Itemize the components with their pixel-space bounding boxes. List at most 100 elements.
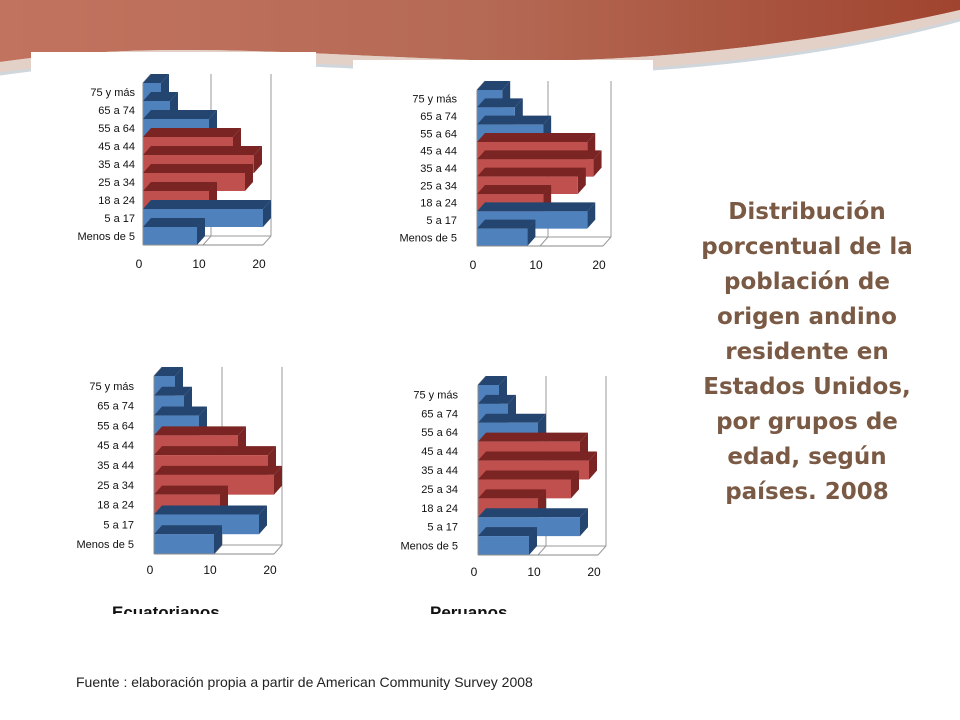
bar-top-face	[478, 394, 516, 404]
category-label: 18 a 24	[98, 195, 135, 207]
bar-top-face	[154, 426, 246, 436]
category-label: 35 a 44	[98, 159, 135, 171]
category-label: 5 a 17	[427, 522, 458, 534]
bar-top-face	[154, 485, 228, 495]
bar-top-face	[154, 406, 207, 416]
x-tick-label: 0	[470, 258, 477, 272]
category-label: 35 a 44	[420, 163, 457, 175]
x-tick-label: 0	[147, 563, 154, 577]
x-tick-label: 10	[527, 565, 541, 579]
bar-top-face	[143, 200, 271, 209]
bar-top-face	[154, 525, 222, 535]
bar-top-face	[143, 146, 262, 155]
category-label: 5 a 17	[104, 213, 135, 225]
category-label: 25 a 34	[420, 180, 457, 192]
category-label: 18 a 24	[421, 503, 458, 515]
category-label: Menos de 5	[78, 231, 135, 243]
x-tick-label: 10	[203, 563, 217, 577]
pyramid-chart-3: 75 y más 65 a 74 55 a 64 45 a 44 35 a 44 25 a…	[77, 366, 283, 577]
bar-top-face	[154, 446, 276, 456]
bar-side-face	[571, 470, 579, 499]
bar-blue	[477, 228, 528, 246]
bar-top-face	[143, 74, 169, 83]
floor-line	[597, 545, 607, 556]
x-tick-label: 10	[192, 257, 206, 271]
bar-top-face	[478, 451, 597, 461]
category-label: 25 a 34	[97, 480, 134, 492]
bar-side-face	[259, 505, 267, 535]
source-note: Fuente : elaboración propia a partir de …	[76, 674, 533, 690]
bar-top-face	[477, 133, 596, 142]
bar-side-face	[593, 150, 602, 177]
slide-title: Distribución porcentual de la población …	[701, 199, 913, 505]
category-label: 55 a 64	[420, 128, 457, 140]
bar-top-face	[143, 182, 217, 191]
category-label: 25 a 34	[421, 484, 458, 496]
chart-panel-4: 75 y más 65 a 74 55 a 64 45 a 44 35 a 44 25 a…	[360, 351, 645, 608]
bar-top-face	[478, 432, 588, 442]
category-label: 75 y más	[90, 87, 135, 99]
bar-side-face	[589, 451, 597, 480]
bar-top-face	[143, 164, 253, 173]
floor-line	[602, 236, 612, 247]
chart-panel-3: 75 y más 65 a 74 55 a 64 45 a 44 35 a 44 25 a…	[38, 344, 316, 608]
chart-panel-2: 75 y más 65 a 74 55 a 64 45 a 44 35 a 44 25 a…	[353, 60, 653, 298]
bar-top-face	[143, 128, 241, 137]
category-label: 75 y más	[413, 389, 458, 401]
category-label: 35 a 44	[97, 460, 134, 472]
bar-top-face	[154, 367, 183, 376]
pyramid-chart-2: 75 y más 65 a 74 55 a 64 45 a 44 35 a 44 25 a…	[400, 80, 612, 272]
pyramid-chart-4: 75 y más 65 a 74 55 a 64 45 a 44 35 a 44 25 a…	[401, 375, 607, 579]
x-tick-label: 0	[471, 565, 478, 579]
bar-top-face	[478, 470, 579, 480]
bar-blue	[154, 534, 214, 554]
floor-line	[273, 544, 283, 555]
pyramid-chart-1: 75 y más 65 a 74 55 a 64 45 a 44 35 a 44 25 a…	[78, 73, 272, 271]
category-label: 25 a 34	[98, 177, 135, 189]
category-label: 55 a 64	[421, 427, 458, 439]
category-label: 75 y más	[412, 94, 457, 106]
bar-top-face	[477, 115, 552, 125]
category-label: 65 a 74	[97, 401, 134, 413]
category-label: 55 a 64	[98, 123, 135, 135]
floor-line	[539, 236, 549, 247]
floor-line	[262, 235, 272, 246]
bar-blue	[143, 227, 197, 245]
chart-caption-peruanos: Peruanos	[430, 606, 507, 614]
bar-side-face	[580, 508, 588, 537]
floor-line	[537, 545, 547, 556]
bar-blue	[478, 536, 529, 555]
bar-side-face	[527, 219, 536, 246]
bar-top-face	[478, 489, 546, 499]
bar-top-face	[154, 465, 282, 475]
category-label: 55 a 64	[97, 420, 134, 432]
bar-side-face	[529, 527, 537, 555]
x-tick-label: 10	[529, 258, 543, 272]
category-label: 65 a 74	[98, 105, 135, 117]
bar-top-face	[477, 81, 511, 90]
bar-top-face	[478, 413, 546, 423]
bar-top-face	[478, 508, 588, 518]
x-tick-label: 0	[136, 257, 143, 271]
bar-top-face	[478, 527, 537, 537]
category-label: Menos de 5	[401, 541, 458, 553]
category-label: 35 a 44	[421, 465, 458, 477]
bar-top-face	[477, 202, 596, 212]
category-label: 45 a 44	[97, 440, 134, 452]
bar-top-face	[154, 386, 192, 396]
category-label: 5 a 17	[426, 215, 457, 227]
category-label: 65 a 74	[421, 408, 458, 420]
bar-top-face	[143, 92, 178, 101]
bar-side-face	[587, 202, 596, 229]
bar-top-face	[477, 150, 602, 160]
bar-side-face	[263, 200, 271, 227]
bar-top-face	[143, 218, 205, 227]
bar-side-face	[274, 465, 282, 495]
bar-top-face	[143, 110, 217, 119]
x-tick-label: 20	[592, 258, 606, 272]
x-tick-label: 20	[587, 565, 601, 579]
x-tick-label: 20	[263, 563, 277, 577]
category-label: 65 a 74	[420, 111, 457, 123]
bar-side-face	[245, 164, 253, 191]
x-tick-label: 20	[252, 257, 266, 271]
